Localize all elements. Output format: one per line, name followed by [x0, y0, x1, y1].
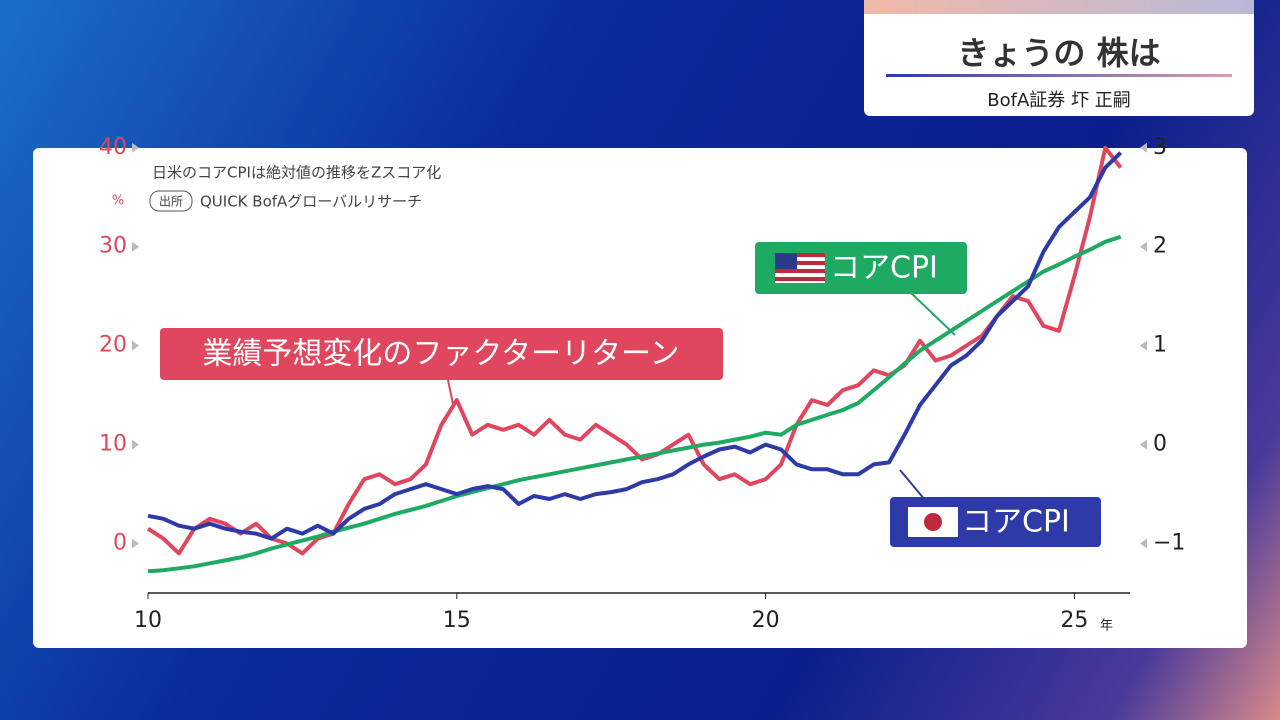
header-rule: [886, 74, 1232, 77]
x-tick-label: 25: [1060, 608, 1088, 633]
header-title: きょうの 株は: [957, 34, 1161, 72]
header-subtitle: BofA証券 圷 正嗣: [987, 90, 1131, 111]
y-tick-label: 30: [99, 234, 127, 259]
y-tick-arrow: [132, 340, 139, 351]
source-badge: 出所: [159, 195, 183, 209]
y2-tick-arrow: [1140, 439, 1147, 450]
y-tick-arrow: [132, 142, 139, 153]
y-tick-label: 40: [99, 135, 127, 160]
header-bar: [864, 0, 1254, 14]
y-tick-label: 20: [99, 333, 127, 358]
source-badge-box: [149, 190, 193, 212]
x-tick-label: 10: [134, 608, 162, 633]
y-tick-label: 10: [99, 432, 127, 457]
y-tick-arrow: [132, 439, 139, 450]
pointer: [909, 291, 956, 336]
header: きょうの 株は BofA証券 圷 正嗣: [864, 0, 1254, 116]
x-tick-label: 20: [752, 608, 780, 633]
japan-flag: [908, 507, 958, 537]
y2-tick-label: 2: [1153, 234, 1167, 259]
series-label: コアCPI: [830, 251, 938, 286]
note: 日米のコアCPIは絶対値の推移をZスコア化: [152, 164, 441, 182]
y2-tick-arrow: [1140, 142, 1147, 153]
y2-tick-arrow: [1140, 241, 1147, 252]
series-line: [146, 145, 1123, 556]
y-tick-arrow: [132, 538, 139, 549]
series-line: [147, 151, 1123, 541]
series-label: 業績予想変化のファクターリターン: [202, 337, 679, 372]
y2-tick-arrow: [1140, 340, 1147, 351]
us-flag: [775, 253, 825, 283]
y2-tick-label: −1: [1153, 531, 1185, 556]
x-tick-label: 15: [443, 608, 471, 633]
y2-tick-label: 3: [1153, 135, 1167, 160]
source: QUICK BofAグローバルリサーチ: [200, 193, 422, 211]
y-tick-arrow: [132, 241, 139, 252]
series-line: [147, 234, 1122, 574]
pointer: [899, 469, 926, 501]
y2-tick-label: 1: [1153, 333, 1167, 358]
pointer: [447, 379, 454, 405]
y2-tick-label: 0: [1153, 432, 1167, 457]
series-label: コアCPI: [962, 505, 1070, 540]
x-unit: 年: [1100, 619, 1113, 634]
series-label-box: [160, 328, 723, 380]
y-unit: %: [112, 194, 124, 209]
y2-tick-arrow: [1140, 538, 1147, 549]
y-tick-label: 0: [113, 531, 127, 556]
